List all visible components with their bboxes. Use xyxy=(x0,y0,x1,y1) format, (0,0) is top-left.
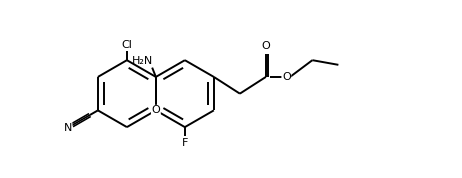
Text: O: O xyxy=(152,105,160,115)
Text: H₂N: H₂N xyxy=(132,56,153,66)
Text: N: N xyxy=(64,123,72,133)
Text: O: O xyxy=(282,72,291,82)
Text: Cl: Cl xyxy=(122,40,132,50)
Text: O: O xyxy=(261,41,270,51)
Text: F: F xyxy=(182,138,188,148)
